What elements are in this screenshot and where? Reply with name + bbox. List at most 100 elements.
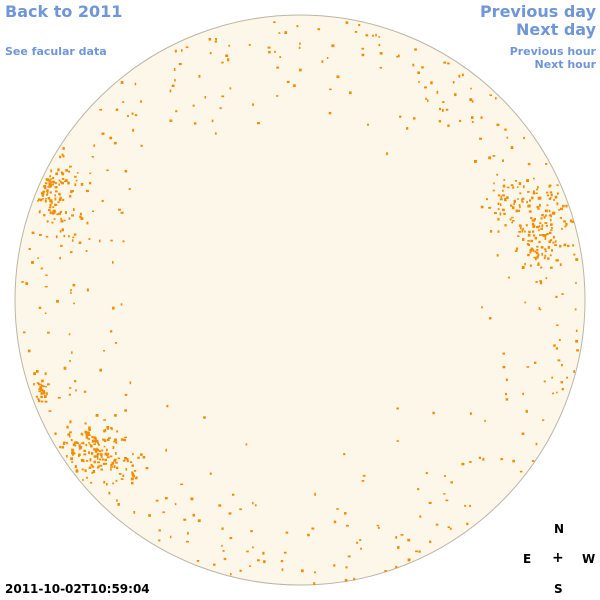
facula-speck (22, 331, 26, 334)
facula-speck (103, 439, 107, 442)
facula-speck (361, 480, 365, 482)
facula-speck (71, 461, 74, 463)
facula-speck (109, 136, 113, 140)
facula-speck (85, 432, 87, 436)
facula-speck (59, 196, 62, 200)
facula-speck (529, 250, 532, 254)
facula-speck (545, 277, 548, 280)
facula-speck (445, 499, 449, 502)
facula-speck (502, 365, 506, 369)
facula-speck (57, 201, 60, 204)
facula-speck (418, 550, 421, 553)
facula-speck (536, 255, 539, 259)
facula-speck (471, 100, 474, 103)
facula-speck (114, 342, 118, 344)
facula-speck (536, 226, 539, 229)
facula-speck (110, 330, 113, 333)
facula-speck (551, 249, 553, 252)
facula-speck (69, 359, 71, 363)
facula-speck (83, 449, 87, 452)
facula-speck (110, 468, 112, 471)
facula-speck (127, 115, 129, 117)
facula-speck (113, 440, 116, 443)
facula-speck (55, 235, 58, 239)
facula-speck (430, 81, 433, 85)
facula-speck (75, 389, 77, 392)
facula-speck (84, 430, 88, 434)
facula-speck (111, 461, 115, 464)
facula-speck (539, 308, 542, 311)
facula-speck (197, 519, 201, 523)
facula-speck (519, 205, 521, 209)
facula-speck (556, 202, 559, 206)
facula-speck (169, 535, 172, 539)
facula-speck (71, 214, 74, 217)
facula-speck (474, 159, 477, 163)
facula-speck (452, 81, 455, 84)
facula-speck (538, 229, 540, 232)
facula-speck (345, 566, 348, 569)
facula-speck (575, 258, 579, 261)
facula-speck (88, 428, 91, 431)
facula-speck (386, 152, 388, 156)
facula-speck (117, 457, 121, 460)
facula-speck (55, 172, 58, 175)
back-to-year-link[interactable]: Back to 2011 (5, 2, 123, 21)
facula-speck (69, 435, 71, 438)
facula-speck (31, 231, 35, 235)
facula-speck (103, 419, 106, 421)
facula-speck (497, 202, 500, 205)
facula-speck (90, 464, 93, 466)
facula-speck (108, 437, 111, 439)
facula-speck (545, 224, 548, 227)
facula-speck (514, 180, 517, 182)
facula-speck (116, 499, 118, 502)
facula-speck (120, 303, 123, 306)
facula-speck (90, 444, 93, 448)
facula-speck (518, 224, 522, 227)
facula-speck (44, 200, 47, 203)
facula-speck (66, 425, 69, 429)
facula-speck (92, 440, 96, 443)
facula-speck (397, 54, 400, 58)
facula-speck (541, 252, 543, 256)
facula-speck (450, 481, 453, 484)
facula-speck (173, 68, 176, 71)
facula-speck (575, 281, 577, 284)
facula-speck (225, 54, 229, 57)
previous-hour-link[interactable]: Previous hour (509, 45, 596, 58)
facula-speck (81, 468, 84, 471)
facula-speck (365, 34, 369, 37)
previous-day-link[interactable]: Previous day (479, 2, 596, 21)
observation-timestamp: 2011-10-02T10:59:04 (5, 582, 150, 596)
facula-speck (239, 508, 242, 511)
facula-speck (548, 240, 551, 244)
facula-speck (88, 451, 90, 454)
facula-speck (510, 204, 513, 207)
facula-speck (35, 395, 38, 398)
facula-speck (525, 224, 528, 227)
facula-speck (529, 249, 532, 252)
facula-speck (93, 144, 96, 147)
facula-speck (88, 466, 92, 469)
facula-speck (561, 388, 564, 391)
facula-speck (543, 216, 546, 219)
facula-speck (91, 156, 94, 158)
facula-speck (62, 442, 66, 445)
facula-speck (129, 381, 132, 385)
facula-speck (214, 132, 217, 135)
facula-speck (110, 463, 113, 466)
facula-speck (286, 80, 290, 84)
facula-speck (67, 181, 70, 185)
see-facular-data-link[interactable]: See facular data (5, 45, 107, 58)
facula-speck (239, 569, 242, 572)
facula-speck (69, 251, 73, 254)
next-hour-link[interactable]: Next hour (534, 58, 597, 71)
next-day-link[interactable]: Next day (516, 20, 596, 39)
facula-speck (534, 250, 537, 253)
facula-speck (521, 266, 525, 269)
facula-speck (345, 524, 349, 527)
facula-speck (115, 479, 118, 482)
facula-speck (572, 244, 575, 247)
facula-speck (219, 107, 222, 110)
